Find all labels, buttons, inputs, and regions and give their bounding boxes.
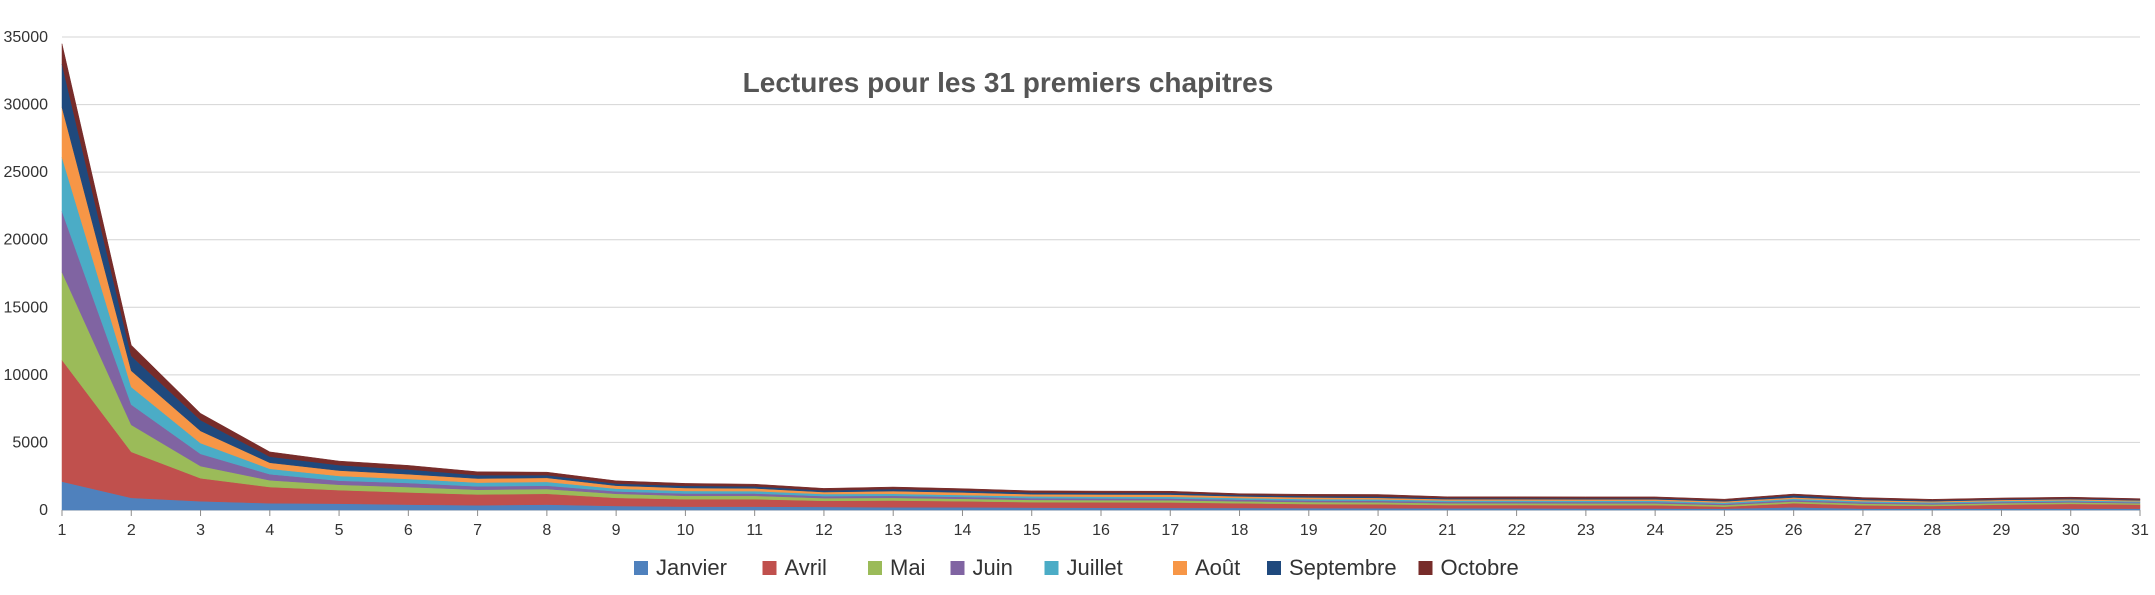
x-tick-label: 28 (1923, 522, 1941, 539)
legend-label-juillet: Juillet (1067, 555, 1123, 580)
series-areas (61, 43, 2141, 511)
x-tick-label: 5 (335, 522, 344, 539)
gridlines (62, 36, 2140, 511)
legend-swatch-octobre (1418, 561, 1433, 575)
x-tick-label: 27 (1854, 522, 1872, 539)
x-tick-label: 20 (1369, 522, 1387, 539)
y-tick-label: 15000 (4, 299, 49, 316)
area-juillet (61, 157, 2141, 505)
x-tick-label: 1 (58, 522, 67, 539)
x-tick-label: 15 (1023, 522, 1041, 539)
legend-label-janvier: Janvier (656, 555, 727, 580)
area-octobre (61, 43, 2141, 501)
y-tick-label: 35000 (4, 29, 49, 46)
y-tick-label: 30000 (4, 97, 49, 114)
y-tick-label: 25000 (4, 164, 49, 181)
x-tick-label: 30 (2062, 522, 2080, 539)
x-tick-label: 7 (473, 522, 482, 539)
legend-label-octobre: Octobre (1441, 555, 1519, 580)
legend-label-mai: Mai (890, 555, 925, 580)
x-tick-label: 10 (677, 522, 695, 539)
x-tick-label: 14 (954, 522, 972, 539)
x-tick-label: 23 (1577, 522, 1595, 539)
legend-swatch-mai (868, 561, 882, 575)
y-tick-label: 0 (39, 502, 48, 519)
legend-swatch-aout (1173, 561, 1187, 575)
x-tick-label: 18 (1231, 522, 1249, 539)
x-tick-label: 6 (404, 522, 413, 539)
area-septembre (61, 63, 2141, 502)
y-tick-label: 5000 (12, 434, 48, 451)
x-tick-label: 31 (2131, 522, 2149, 539)
x-tick-label: 12 (815, 522, 833, 539)
x-tick-label: 21 (1438, 522, 1456, 539)
area-juin (61, 211, 2141, 506)
legend-label-septembre: Septembre (1289, 555, 1397, 580)
x-tick-label: 2 (127, 522, 136, 539)
legend-label-aout: Août (1195, 555, 1240, 580)
legend-swatch-juin (950, 561, 965, 575)
legend-label-avril: Avril (785, 555, 827, 580)
legend-swatch-janvier (634, 561, 648, 575)
y-tick-label: 20000 (4, 232, 49, 249)
legend-swatch-avril (762, 561, 777, 575)
x-tick-label: 8 (542, 522, 551, 539)
legend-swatch-septembre (1267, 561, 1281, 575)
x-tick-label: 22 (1508, 522, 1526, 539)
x-tick-label: 11 (746, 522, 763, 539)
legend-swatch-juillet (1044, 561, 1059, 575)
legend: Janvier Avril Mai Juin Juillet Août Septembre O… (634, 555, 1519, 580)
x-tick-label: 29 (1993, 522, 2011, 539)
x-tick-label: 25 (1716, 522, 1734, 539)
x-tick-label: 16 (1092, 522, 1110, 539)
area-aout (61, 107, 2141, 503)
x-tick-label: 13 (884, 522, 902, 539)
chart-title: Lectures pour les 31 premiers chapitres (743, 67, 1274, 98)
x-tick-label: 4 (265, 522, 274, 539)
y-tick-label: 10000 (4, 367, 49, 384)
x-tick-label: 26 (1785, 522, 1803, 539)
legend-label-juin: Juin (973, 555, 1013, 580)
x-tick-label: 9 (612, 522, 621, 539)
x-tick-label: 19 (1300, 522, 1318, 539)
x-tick-label: 24 (1646, 522, 1664, 539)
x-tick-label: 3 (196, 522, 205, 539)
x-tick-label: 17 (1161, 522, 1179, 539)
